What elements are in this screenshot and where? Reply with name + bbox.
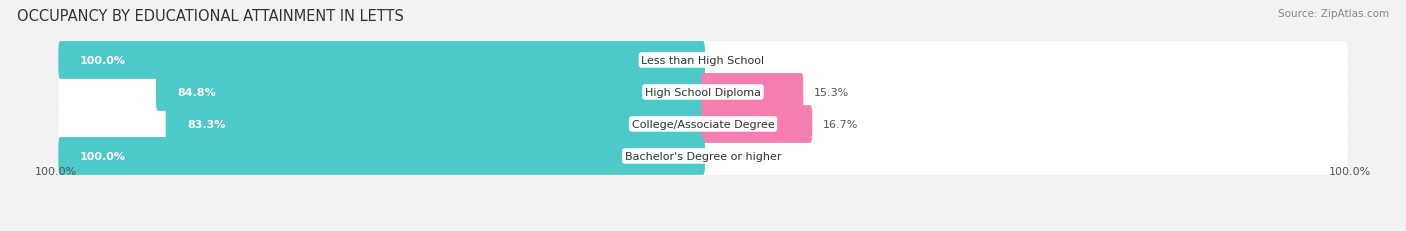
FancyBboxPatch shape — [702, 74, 803, 111]
FancyBboxPatch shape — [58, 106, 1348, 143]
Text: 16.7%: 16.7% — [823, 119, 859, 129]
Text: 100.0%: 100.0% — [80, 151, 125, 161]
Text: 0.0%: 0.0% — [716, 56, 744, 66]
FancyBboxPatch shape — [58, 42, 1348, 79]
Text: OCCUPANCY BY EDUCATIONAL ATTAINMENT IN LETTS: OCCUPANCY BY EDUCATIONAL ATTAINMENT IN L… — [17, 9, 404, 24]
FancyBboxPatch shape — [58, 74, 1348, 111]
Text: 100.0%: 100.0% — [1329, 166, 1371, 176]
Text: 15.3%: 15.3% — [814, 88, 849, 97]
Text: 83.3%: 83.3% — [187, 119, 225, 129]
Text: High School Diploma: High School Diploma — [645, 88, 761, 97]
FancyBboxPatch shape — [702, 106, 813, 143]
Text: 84.8%: 84.8% — [177, 88, 217, 97]
FancyBboxPatch shape — [166, 106, 704, 143]
Text: Source: ZipAtlas.com: Source: ZipAtlas.com — [1278, 9, 1389, 19]
Text: 100.0%: 100.0% — [35, 166, 77, 176]
Text: 0.0%: 0.0% — [716, 151, 744, 161]
FancyBboxPatch shape — [156, 74, 704, 111]
Text: Bachelor's Degree or higher: Bachelor's Degree or higher — [624, 151, 782, 161]
Text: 100.0%: 100.0% — [80, 56, 125, 66]
FancyBboxPatch shape — [58, 42, 704, 79]
FancyBboxPatch shape — [58, 137, 1348, 175]
Text: Less than High School: Less than High School — [641, 56, 765, 66]
Text: College/Associate Degree: College/Associate Degree — [631, 119, 775, 129]
FancyBboxPatch shape — [58, 137, 704, 175]
